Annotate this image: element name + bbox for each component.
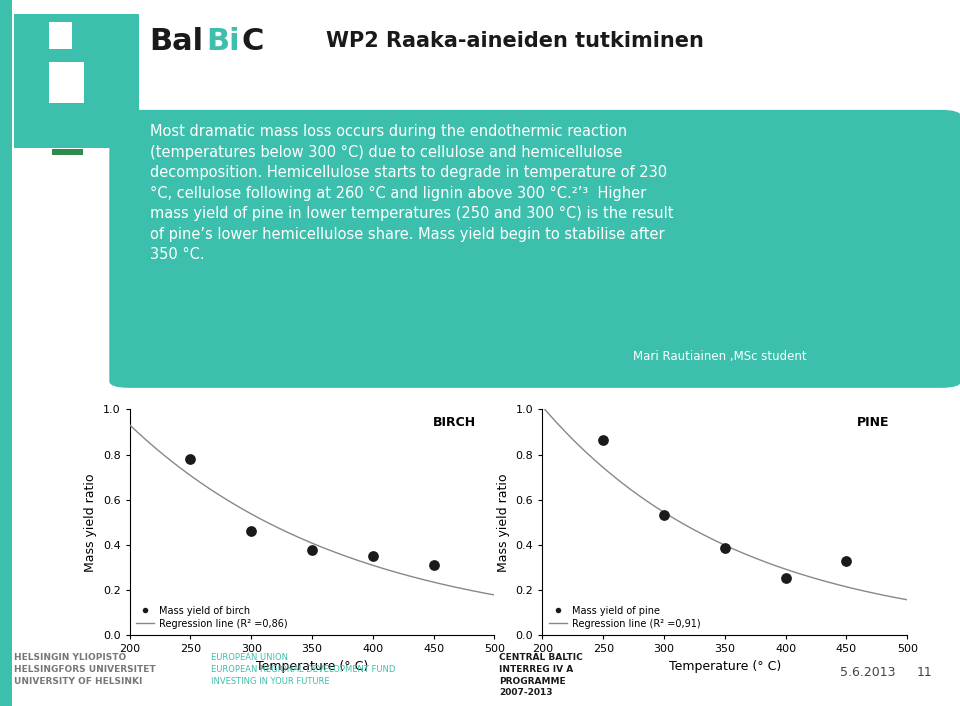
Point — [839, 555, 854, 566]
Legend: Mass yield of birch, Regression line (R² =0,86): Mass yield of birch, Regression line (R²… — [134, 604, 289, 630]
Point — [426, 560, 442, 571]
Text: CENTRAL BALTIC
INTERREG IV A
PROGRAMME
2007-2013: CENTRAL BALTIC INTERREG IV A PROGRAMME 2… — [499, 653, 583, 698]
Point — [182, 453, 198, 465]
Text: PINE: PINE — [856, 417, 889, 429]
Point — [595, 434, 611, 445]
Point — [244, 526, 259, 537]
Bar — [49, 22, 72, 49]
Text: HELSINGIN YLIOPISTO
HELSINGFORS UNIVERSITET
UNIVERSITY OF HELSINKI: HELSINGIN YLIOPISTO HELSINGFORS UNIVERSI… — [14, 653, 156, 686]
Bar — [49, 62, 84, 103]
Point — [304, 544, 320, 555]
Text: Bal: Bal — [149, 27, 203, 56]
Text: C: C — [242, 27, 264, 56]
Text: WP2 Raaka-aineiden tutkiminen: WP2 Raaka-aineiden tutkiminen — [326, 31, 705, 51]
Text: BIRCH: BIRCH — [433, 417, 476, 429]
Text: Most dramatic mass loss occurs during the endothermic reaction
(temperatures bel: Most dramatic mass loss occurs during th… — [150, 124, 673, 262]
FancyBboxPatch shape — [109, 110, 960, 388]
Text: Bi: Bi — [206, 27, 240, 56]
Text: Mari Rautiainen ,MSc student: Mari Rautiainen ,MSc student — [633, 349, 806, 363]
X-axis label: Temperature (° C): Temperature (° C) — [669, 660, 780, 673]
Text: 11: 11 — [917, 666, 932, 679]
Point — [365, 551, 380, 562]
Bar — [52, 150, 84, 155]
Legend: Mass yield of pine, Regression line (R² =0,91): Mass yield of pine, Regression line (R² … — [547, 604, 702, 630]
X-axis label: Temperature (° C): Temperature (° C) — [256, 660, 368, 673]
Point — [778, 572, 793, 583]
Text: EUROPEAN UNION
EUROPEAN REGIONAL DEVELOPMENT FUND
INVESTING IN YOUR FUTURE: EUROPEAN UNION EUROPEAN REGIONAL DEVELOP… — [211, 653, 396, 686]
Text: 5.6.2013: 5.6.2013 — [840, 666, 896, 679]
Point — [657, 509, 672, 520]
Y-axis label: Mass yield ratio: Mass yield ratio — [497, 473, 510, 572]
Point — [717, 543, 732, 554]
Y-axis label: Mass yield ratio: Mass yield ratio — [84, 473, 97, 572]
